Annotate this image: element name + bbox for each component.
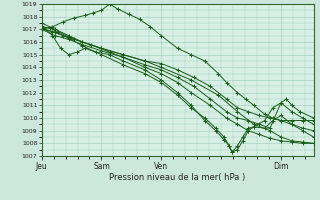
X-axis label: Pression niveau de la mer( hPa ): Pression niveau de la mer( hPa ) <box>109 173 246 182</box>
